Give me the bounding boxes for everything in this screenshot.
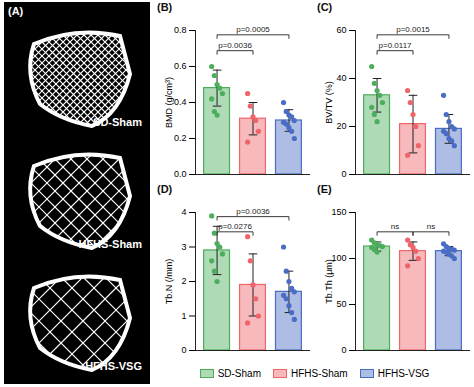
svg-text:Tb.N (/mm): Tb.N (/mm) <box>164 259 174 305</box>
svg-text:2: 2 <box>181 276 186 286</box>
svg-text:0.0: 0.0 <box>174 169 187 179</box>
svg-text:HFHS-Sham: HFHS-Sham <box>78 238 142 250</box>
svg-text:0.6: 0.6 <box>174 61 187 71</box>
svg-text:p=0.0036: p=0.0036 <box>236 207 270 216</box>
svg-text:60: 60 <box>336 25 346 35</box>
svg-text:3: 3 <box>181 242 186 252</box>
svg-text:20: 20 <box>336 121 346 131</box>
svg-text:0.4: 0.4 <box>174 97 187 107</box>
svg-text:p=0.0036: p=0.0036 <box>218 41 252 50</box>
html-text:(B): (B) <box>157 1 173 13</box>
svg-text:p=0.0276: p=0.0276 <box>218 222 252 231</box>
svg-text:(A): (A) <box>8 5 24 17</box>
html-text:HFHS-VSG: HFHS-VSG <box>377 367 430 379</box>
svg-text:ns: ns <box>427 222 435 231</box>
svg-text:0: 0 <box>341 169 346 179</box>
svg-text:0.8: 0.8 <box>174 25 187 35</box>
svg-text:BV/TV (%): BV/TV (%) <box>324 81 334 124</box>
svg-text:ns: ns <box>391 222 399 231</box>
svg-text:Tb.Th (μm): Tb.Th (μm) <box>324 259 334 304</box>
svg-text:p=0.0117: p=0.0117 <box>379 41 413 50</box>
svg-text:p=0.0015: p=0.0015 <box>396 25 430 34</box>
svg-text:SD-Sham: SD-Sham <box>93 116 142 128</box>
svg-text:150: 150 <box>331 207 346 217</box>
html-text:(E): (E) <box>317 183 332 195</box>
svg-text:4: 4 <box>181 207 186 217</box>
html-text:(C): (C) <box>317 1 333 13</box>
svg-text:0: 0 <box>181 345 186 355</box>
svg-text:BMD (g/cm³): BMD (g/cm³) <box>164 77 174 128</box>
svg-text:HFHS-VSG: HFHS-VSG <box>85 360 142 372</box>
svg-text:40: 40 <box>336 73 346 83</box>
svg-text:100: 100 <box>331 253 347 264</box>
svg-text:50: 50 <box>336 299 346 309</box>
html-text:HFHS-Sham: HFHS-Sham <box>291 367 348 379</box>
svg-text:p=0.0005: p=0.0005 <box>236 25 270 34</box>
svg-text:0.2: 0.2 <box>174 133 187 143</box>
html-text:SD-Sham: SD-Sham <box>217 367 261 379</box>
svg-text:1: 1 <box>181 311 186 321</box>
svg-text:0: 0 <box>341 345 346 355</box>
html-text:(D): (D) <box>157 183 173 195</box>
